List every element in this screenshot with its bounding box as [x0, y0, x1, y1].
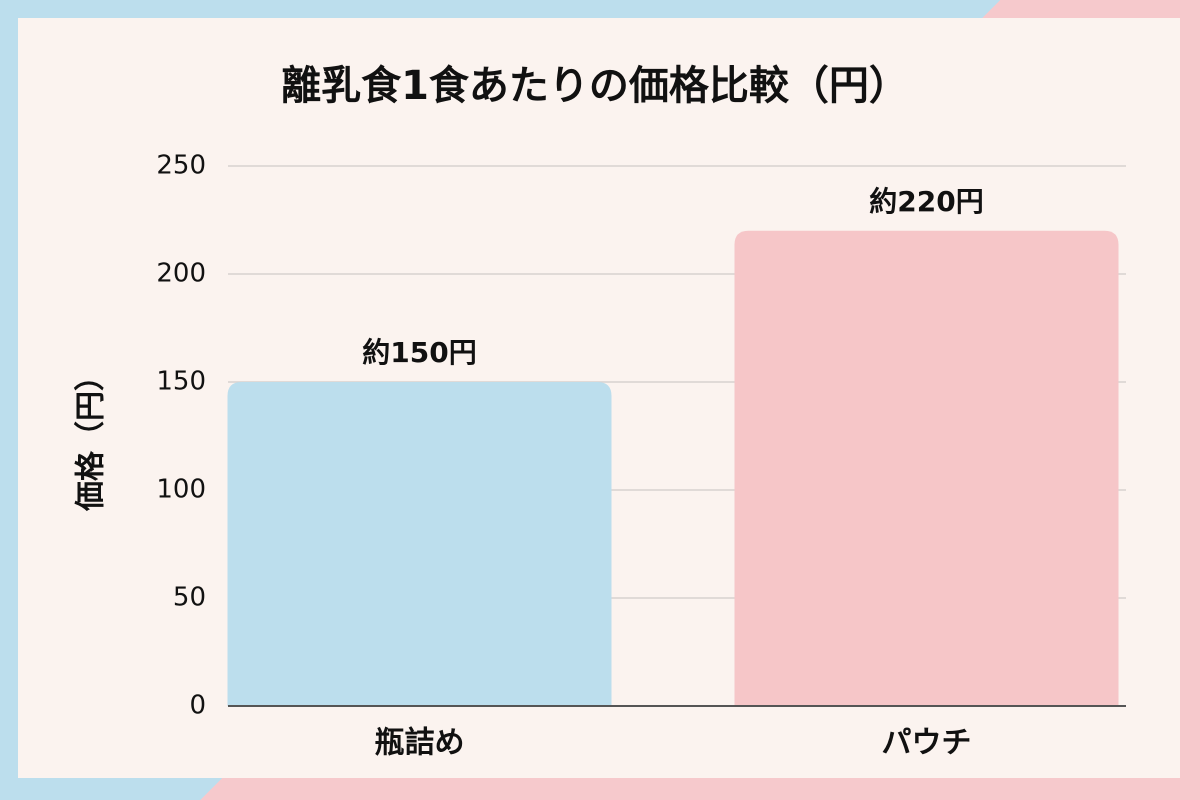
x-tick-label: パウチ — [882, 726, 972, 761]
value-label: 約150円 — [362, 336, 476, 369]
y-tick-label: 0 — [189, 691, 206, 721]
y-tick-label: 150 — [156, 367, 206, 397]
y-tick-label: 250 — [156, 151, 206, 181]
y-axis-label: 価格（円） — [74, 361, 109, 512]
value-label: 約220円 — [869, 185, 983, 218]
bar — [734, 230, 1119, 707]
y-tick-label: 50 — [173, 583, 206, 613]
x-tick-label: 瓶詰め — [375, 726, 465, 761]
y-tick-label: 100 — [156, 475, 206, 505]
chart-title: 離乳食1食あたりの価格比較（円） — [281, 63, 909, 109]
y-tick-label: 200 — [156, 259, 206, 289]
bar — [227, 382, 612, 706]
